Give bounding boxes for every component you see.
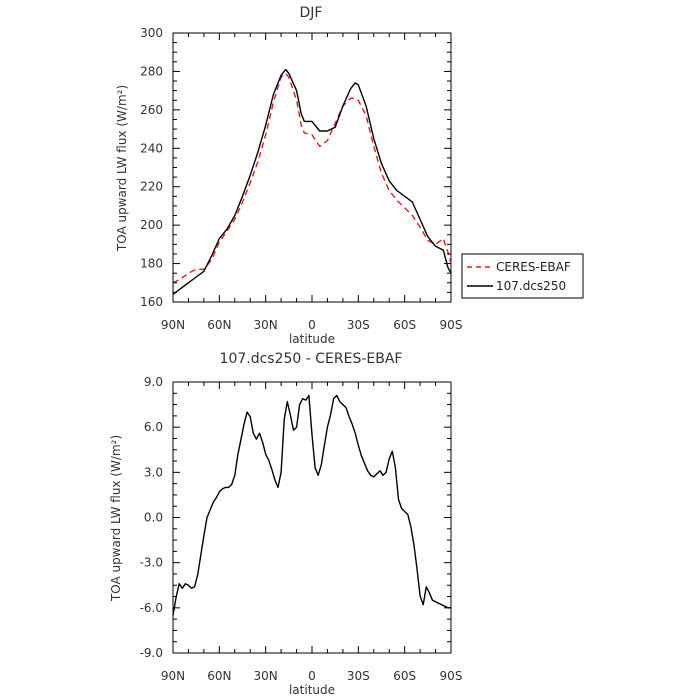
- legend-label-107-dcs250: 107.dcs250: [496, 279, 566, 293]
- top-chart-y-tick-label: 280: [140, 64, 163, 78]
- top-chart-x-tick-label: 90N: [161, 318, 185, 332]
- bottom-chart-frame: [172, 381, 452, 654]
- bottom-chart-x-axis-label: latitude: [289, 683, 335, 697]
- legend-label-ceres-ebaf: CERES-EBAF: [496, 260, 571, 274]
- top-chart-y-tick-label: 220: [140, 180, 163, 194]
- top-chart-y-tick-label: 160: [140, 295, 163, 309]
- bottom-chart-panel: 107.dcs250 - CERES-EBAF -9.0 -6.0 -3.0 0.0 3…: [109, 351, 462, 697]
- top-chart-x-tick-label: 30N: [254, 318, 278, 332]
- bottom-chart-y-tick-label: 3.0: [144, 465, 163, 479]
- top-chart-title: DJF: [300, 5, 323, 21]
- top-chart-x-axis: 90N 60N 30N 0 30S 60S 90S: [161, 33, 463, 332]
- bottom-chart-title: 107.dcs250 - CERES-EBAF: [220, 351, 403, 367]
- top-chart-x-tick-label: 90S: [440, 318, 463, 332]
- top-chart-series-ceres-ebaf-line: [172, 72, 452, 284]
- top-chart-y-tick-label: 260: [140, 103, 163, 117]
- bottom-chart-x-tick-label: 90N: [161, 669, 185, 683]
- bottom-chart-x-tick-label: 60N: [207, 669, 231, 683]
- top-chart-x-tick-label: 30S: [347, 318, 370, 332]
- top-chart-panel: DJF 160 180 200 220 240 260 280 300 90N 60N 30N 0 3…: [115, 5, 584, 346]
- top-chart-series-group: [172, 68, 452, 295]
- bottom-chart-y-tick-label: -3.0: [140, 556, 163, 570]
- bottom-chart-series-difference-line: [172, 394, 451, 616]
- bottom-chart-x-tick-label: 30N: [254, 669, 278, 683]
- bottom-chart-y-tick-label: 6.0: [144, 420, 163, 434]
- top-chart-y-axis-label: TOA upward LW flux (W/m²): [115, 85, 129, 252]
- top-chart-y-tick-label: 200: [140, 218, 163, 232]
- top-chart-y-axis: 160 180 200 220 240 260 280 300: [140, 26, 451, 309]
- bottom-chart-x-tick-label: 0: [308, 669, 316, 683]
- bottom-chart-series-group: [172, 394, 451, 616]
- bottom-chart-y-tick-label: 0.0: [144, 511, 163, 525]
- bottom-chart-x-tick-label: 30S: [347, 669, 370, 683]
- top-chart-series-107-dcs250-line: [172, 68, 452, 295]
- bottom-chart-y-tick-label: 9.0: [144, 375, 163, 389]
- bottom-chart-x-tick-label: 60S: [393, 669, 416, 683]
- legend: CERES-EBAF 107.dcs250: [461, 253, 584, 299]
- bottom-chart-x-tick-label: 90S: [440, 669, 463, 683]
- bottom-chart-x-axis: 90N 60N 30N 0 30S 60S 90S: [161, 382, 463, 683]
- bottom-chart-y-tick-label: -9.0: [140, 646, 163, 660]
- top-chart-x-tick-label: 60S: [393, 318, 416, 332]
- bottom-chart-y-tick-label: -6.0: [140, 601, 163, 615]
- top-chart-frame: [172, 32, 452, 303]
- bottom-chart-y-axis-label: TOA upward LW flux (W/m²): [109, 435, 123, 602]
- bottom-chart-y-axis: -9.0 -6.0 -3.0 0.0 3.0 6.0 9.0: [140, 375, 451, 660]
- top-chart-y-tick-label: 180: [140, 257, 163, 271]
- top-chart-y-tick-label: 300: [140, 26, 163, 40]
- top-chart-x-axis-label: latitude: [289, 332, 335, 346]
- top-chart-y-tick-label: 240: [140, 141, 163, 155]
- top-chart-x-tick-label: 0: [308, 318, 316, 332]
- top-chart-x-tick-label: 60N: [207, 318, 231, 332]
- legend-box: [461, 253, 584, 299]
